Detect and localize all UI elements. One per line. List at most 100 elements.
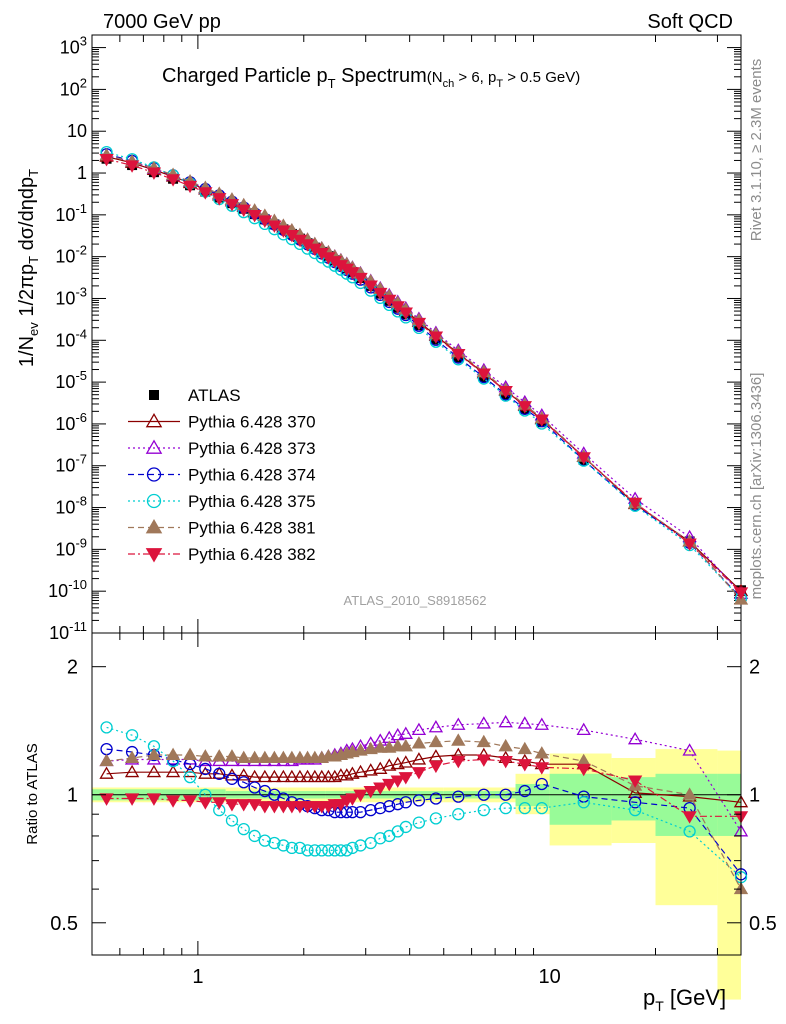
- ratio-point: [99, 793, 114, 806]
- ratio-point: [411, 752, 427, 765]
- data-point: [498, 385, 513, 399]
- ratio-series-layer: [99, 714, 749, 895]
- ratio-point: [327, 769, 342, 783]
- ratio-point: [182, 747, 198, 761]
- main-y-tick-labels: 10-1110-1010-910-810-710-610-510-410-310…: [48, 34, 87, 643]
- ratio-point: [364, 803, 377, 817]
- series-line-ratio: [106, 726, 742, 878]
- ratio-point: [346, 841, 359, 855]
- ratio-point: [237, 776, 250, 789]
- ratio-point: [339, 768, 354, 781]
- ratio-point: [257, 801, 273, 814]
- ylabel-part-3: dσ/dηdp: [16, 177, 38, 256]
- data-point: [576, 452, 591, 465]
- ratio-band-green: [549, 773, 612, 825]
- data-point: [627, 497, 643, 511]
- ratio-band-green: [655, 773, 718, 836]
- ratio-point: [363, 763, 378, 776]
- ratio-point: [247, 750, 262, 764]
- y-tick-label: 10-1: [55, 201, 87, 225]
- data-point: [236, 204, 251, 218]
- ratio-point: [276, 750, 291, 764]
- ratio-point: [236, 750, 251, 764]
- header-process: 7000 GeV pp: [103, 11, 221, 33]
- data-point: [165, 174, 181, 187]
- data-point: [363, 280, 378, 293]
- data-point: [428, 331, 444, 344]
- ratio-point: [146, 793, 162, 806]
- ratio-point: [398, 772, 413, 785]
- ratio-point: [383, 800, 396, 813]
- data-point: [247, 210, 262, 223]
- ylabel-part-1: 1/N: [16, 336, 38, 367]
- legend-marker: [146, 493, 162, 509]
- ratio-y-tick-label: 0.5: [50, 913, 78, 935]
- ratio-point: [398, 755, 413, 768]
- ratio-point: [224, 749, 240, 762]
- ratio-point: [300, 769, 315, 783]
- ratio-panel: 0.5 0.5 1 1 2 2 1 10 Ratio to ATLAS: [24, 632, 777, 1000]
- watermark: ATLAS_2010_S8918562: [344, 593, 487, 608]
- ratio-point: [628, 803, 642, 817]
- ratio-point: [429, 812, 443, 825]
- ratio-point: [257, 750, 273, 764]
- ratio-point: [452, 808, 465, 821]
- ylabel-sub-t2: T: [26, 169, 41, 177]
- ratio-point: [373, 782, 388, 795]
- x-tick-label: 10: [539, 966, 561, 988]
- ratio-point: [363, 786, 378, 799]
- ratio-point: [340, 844, 353, 857]
- series-line-main: [106, 154, 742, 595]
- ratio-point: [627, 775, 643, 788]
- ylabel-sub-ev: ev: [26, 322, 41, 336]
- y-tick-label: 10-10: [48, 577, 87, 601]
- ratio-point: [248, 829, 261, 843]
- ratio-point: [267, 750, 282, 764]
- ratio-point: [198, 749, 213, 762]
- y-tick-label: 102: [60, 75, 87, 99]
- ratio-point: [535, 801, 548, 815]
- series-line-main: [106, 153, 742, 599]
- legend-marker: [145, 519, 163, 534]
- data-point: [517, 401, 532, 414]
- ratio-point: [328, 844, 341, 857]
- x-tick-labels: 1 10: [192, 966, 560, 988]
- legend-marker: [145, 413, 163, 428]
- ratio-point: [293, 841, 307, 855]
- chart-title-main: Charged Particle p: [162, 65, 328, 87]
- ratio-point: [452, 790, 465, 803]
- ratio-point: [363, 741, 378, 755]
- ratio-point: [276, 801, 291, 814]
- chart-title-cut-3: > 0.5 GeV): [503, 69, 580, 86]
- ratio-point: [391, 798, 404, 811]
- ratio-point: [390, 756, 405, 770]
- ratio-point: [277, 839, 290, 852]
- legend-marker: [149, 390, 159, 400]
- data-point: [224, 199, 240, 212]
- ratio-point: [224, 799, 240, 812]
- ratio-point: [364, 836, 377, 850]
- ratio-point: [576, 763, 591, 777]
- legend-label: Pythia 6.428 375: [188, 492, 316, 511]
- data-point: [682, 538, 697, 551]
- ratio-point: [627, 731, 643, 745]
- ratio-point: [517, 741, 532, 755]
- ratio-point: [225, 814, 239, 827]
- ratio-point: [182, 764, 198, 778]
- ratio-point: [399, 796, 412, 809]
- ratio-point: [499, 801, 512, 815]
- ratio-point: [199, 762, 212, 776]
- ratio-point: [373, 761, 388, 774]
- ratio-point: [124, 750, 140, 764]
- legend-label: Pythia 6.428 370: [188, 413, 316, 432]
- ratio-point: [237, 823, 250, 836]
- ratio-point: [399, 820, 412, 834]
- y-tick-label: 10-2: [55, 243, 87, 267]
- y-tick-label: 10-6: [55, 410, 87, 434]
- ratio-point: [257, 769, 273, 783]
- ratio-point: [353, 743, 368, 756]
- side-label-mcplots: mcplots.cern.ch [arXiv:1306.3436]: [748, 373, 765, 600]
- y-tick-label: 10-5: [55, 368, 87, 392]
- series-line-ratio: [106, 748, 742, 875]
- ratio-point: [411, 767, 427, 780]
